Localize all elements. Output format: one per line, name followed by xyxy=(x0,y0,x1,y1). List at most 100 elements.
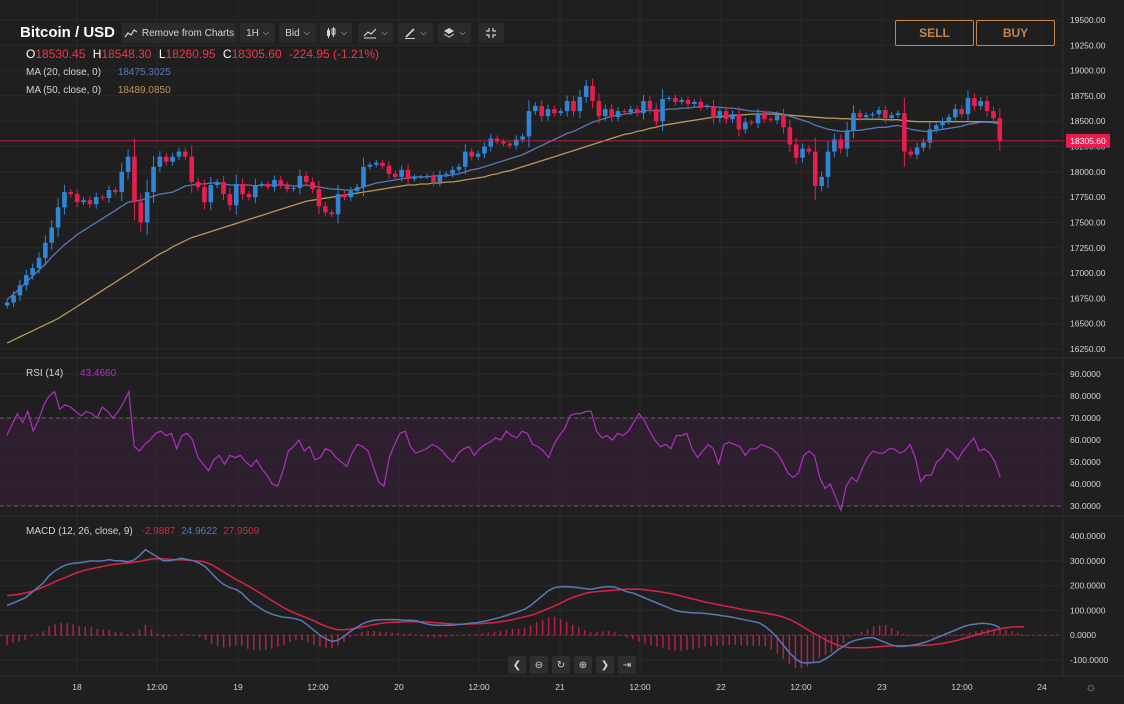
macd-hist-bar xyxy=(367,630,369,636)
candle-body xyxy=(450,169,455,174)
interval-dropdown[interactable]: 1H ⌵ xyxy=(240,23,275,43)
candle-body xyxy=(151,166,156,193)
macd-hist-bar xyxy=(295,635,297,641)
candle-body xyxy=(660,98,665,122)
ma50-label: MA (50, close, 0) xyxy=(26,85,102,96)
candle-body xyxy=(195,181,201,188)
drawing-tools-dropdown[interactable]: ⌵ xyxy=(398,23,433,43)
candle-body xyxy=(87,200,93,205)
candle-body xyxy=(698,101,704,108)
candle-body xyxy=(704,106,710,108)
layers-dropdown[interactable]: ⌵ xyxy=(438,23,471,43)
scroll-end-icon[interactable]: ⇥ xyxy=(618,656,636,674)
chart-type-dropdown[interactable]: ⌵ xyxy=(320,23,352,43)
remove-from-charts-button[interactable]: Remove from Charts xyxy=(122,23,236,43)
candle-body xyxy=(844,130,850,149)
price-type-dropdown[interactable]: Bid ⌵ xyxy=(279,23,316,43)
candle-body xyxy=(310,181,315,190)
macd-hist-bar xyxy=(529,625,532,636)
candle-body xyxy=(552,109,557,114)
rsi-tick-label: 60.0000 xyxy=(1070,435,1101,445)
macd-signal-value: 27.9509 xyxy=(223,526,260,537)
macd-hist-bar xyxy=(553,616,556,636)
macd-hist-bar xyxy=(758,635,761,646)
candle-body xyxy=(74,194,80,203)
macd-hist-bar xyxy=(277,635,279,647)
candle-body xyxy=(93,197,99,205)
macd-hist-bar xyxy=(734,635,736,646)
candle-body xyxy=(373,162,379,165)
candle-body xyxy=(424,175,430,177)
macd-hist-bar xyxy=(993,629,995,636)
macd-line-value: 24.9622 xyxy=(181,526,218,537)
candle-body xyxy=(176,151,182,157)
fullscreen-button[interactable] xyxy=(478,23,504,43)
macd-hist-bar xyxy=(674,635,676,652)
candle-body xyxy=(723,111,729,120)
macd-hist-bar xyxy=(445,635,448,637)
macd-hist-bar xyxy=(325,635,327,648)
candle-body xyxy=(666,97,672,99)
macd-hist-bar xyxy=(234,635,237,646)
rsi-tick-label: 70.0000 xyxy=(1070,413,1101,423)
x-tick-label: 12:00 xyxy=(790,682,812,692)
macd-hist-bar xyxy=(54,624,56,636)
candle-body xyxy=(265,183,271,188)
scroll-left-icon[interactable]: ❮ xyxy=(508,656,526,674)
candle-body xyxy=(577,96,583,112)
interval-label: 1H xyxy=(246,27,259,39)
macd-hist-bar xyxy=(186,634,189,636)
ma50-legend: MA (50, close, 0) 18489.0850 xyxy=(26,85,171,96)
macd-hist-bar xyxy=(469,634,472,636)
candle-body xyxy=(838,139,844,149)
macd-hist-bar xyxy=(90,627,93,636)
candle-body xyxy=(743,122,748,130)
macd-hist-bar xyxy=(884,625,887,636)
candle-body xyxy=(978,100,984,107)
macd-hist-bar xyxy=(1017,632,1019,636)
candle-body xyxy=(144,192,150,223)
macd-hist-bar xyxy=(933,635,935,637)
macd-hist-bar xyxy=(848,635,851,638)
macd-hist-bar xyxy=(391,632,393,636)
macd-hist-bar xyxy=(451,635,454,637)
macd-hist-bar xyxy=(662,635,664,649)
buy-button[interactable]: BUY xyxy=(976,20,1055,46)
macd-hist-bar xyxy=(668,635,670,650)
macd-hist-bar xyxy=(30,635,32,637)
candle-body xyxy=(246,194,252,198)
macd-hist-bar xyxy=(728,635,730,645)
macd-hist-bar xyxy=(433,635,436,638)
candle-body xyxy=(603,109,608,117)
zoom-out-icon[interactable]: ⊖ xyxy=(530,656,548,674)
candle-body xyxy=(342,194,347,198)
price-tick-label: 17750.00 xyxy=(1070,192,1106,202)
scroll-right-icon[interactable]: ❯ xyxy=(596,656,614,674)
zoom-in-icon[interactable]: ⊕ xyxy=(574,656,592,674)
settings-icon[interactable]: ☼ xyxy=(1085,679,1097,694)
candle-body xyxy=(138,202,144,223)
candle-body xyxy=(564,100,570,112)
candle-body xyxy=(895,113,901,116)
price-tick-label: 17500.00 xyxy=(1070,217,1106,227)
macd-hist-bar xyxy=(896,630,899,636)
macd-hist-bar xyxy=(596,631,598,636)
candle-body xyxy=(997,118,1003,141)
macd-hist-bar xyxy=(698,635,700,648)
sell-button[interactable]: SELL xyxy=(895,20,974,46)
low-label: L xyxy=(158,47,166,61)
macd-hist-bar xyxy=(602,631,604,636)
macd-tick-label: 100.0000 xyxy=(1070,605,1106,615)
reset-icon[interactable]: ↻ xyxy=(552,656,570,674)
candle-body xyxy=(227,194,233,206)
x-tick-label: 19 xyxy=(233,682,243,692)
candle-body xyxy=(405,169,411,179)
macd-hist-bar xyxy=(559,619,562,636)
indicators-dropdown[interactable]: ⌵ xyxy=(358,23,393,43)
macd-hist-bar xyxy=(18,635,20,642)
candle-body xyxy=(456,166,462,170)
ma20-line xyxy=(6,105,1000,300)
candle-body xyxy=(812,151,818,187)
macd-label: MACD (12, 26, close, 9) xyxy=(26,526,133,537)
